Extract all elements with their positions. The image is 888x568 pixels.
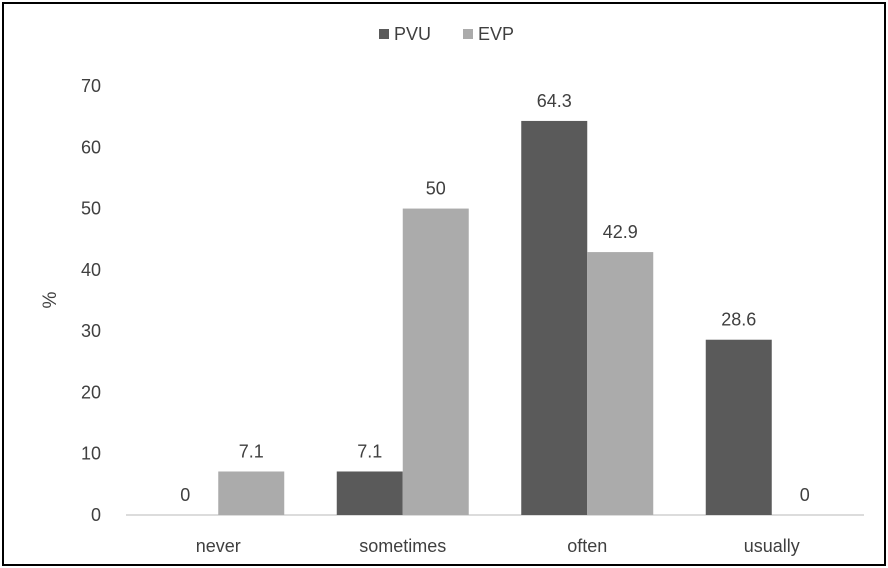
data-label-evp-usually: 0 [800, 485, 810, 505]
bar-evp-often [587, 252, 654, 515]
bar-pvu-sometimes [336, 471, 403, 515]
legend-swatch-pvu [379, 29, 389, 39]
bars [218, 120, 772, 516]
y-tick-label: 60 [81, 137, 101, 157]
data-label-evp-sometimes: 50 [426, 179, 446, 199]
bar-pvu-often [521, 120, 588, 515]
legend-label-evp: EVP [478, 24, 514, 44]
x-category-label: never [196, 536, 241, 556]
y-tick-label: 50 [81, 199, 101, 219]
data-label-evp-often: 42.9 [603, 222, 638, 242]
data-label-evp-never: 7.1 [239, 441, 264, 461]
data-label-pvu-usually: 28.6 [721, 310, 756, 330]
legend-swatch-evp [463, 29, 473, 39]
y-tick-label: 20 [81, 382, 101, 402]
y-axis-label: % [40, 291, 61, 308]
x-category-label: sometimes [359, 536, 446, 556]
data-label-pvu-sometimes: 7.1 [357, 441, 382, 461]
y-tick-label: 0 [91, 505, 101, 525]
y-tick-label: 30 [81, 321, 101, 341]
data-labels: 0 7.1 7.1 50 64.3 42.9 28.6 0 [180, 91, 810, 505]
x-category-label: usually [744, 536, 800, 556]
y-axis-ticks: 0 10 20 30 40 50 60 70 [81, 76, 101, 525]
y-tick-label: 40 [81, 260, 101, 280]
bar-evp-never [218, 471, 285, 515]
bar-pvu-usually [705, 339, 772, 515]
x-category-label: often [567, 536, 607, 556]
y-tick-label: 10 [81, 444, 101, 464]
bar-evp-sometimes [402, 208, 469, 516]
data-label-pvu-never: 0 [180, 485, 190, 505]
legend: PVU EVP [379, 24, 514, 44]
legend-label-pvu: PVU [394, 24, 431, 44]
y-tick-label: 70 [81, 76, 101, 96]
data-label-pvu-often: 64.3 [537, 91, 572, 111]
x-axis-categories: never sometimes often usually [196, 536, 800, 556]
